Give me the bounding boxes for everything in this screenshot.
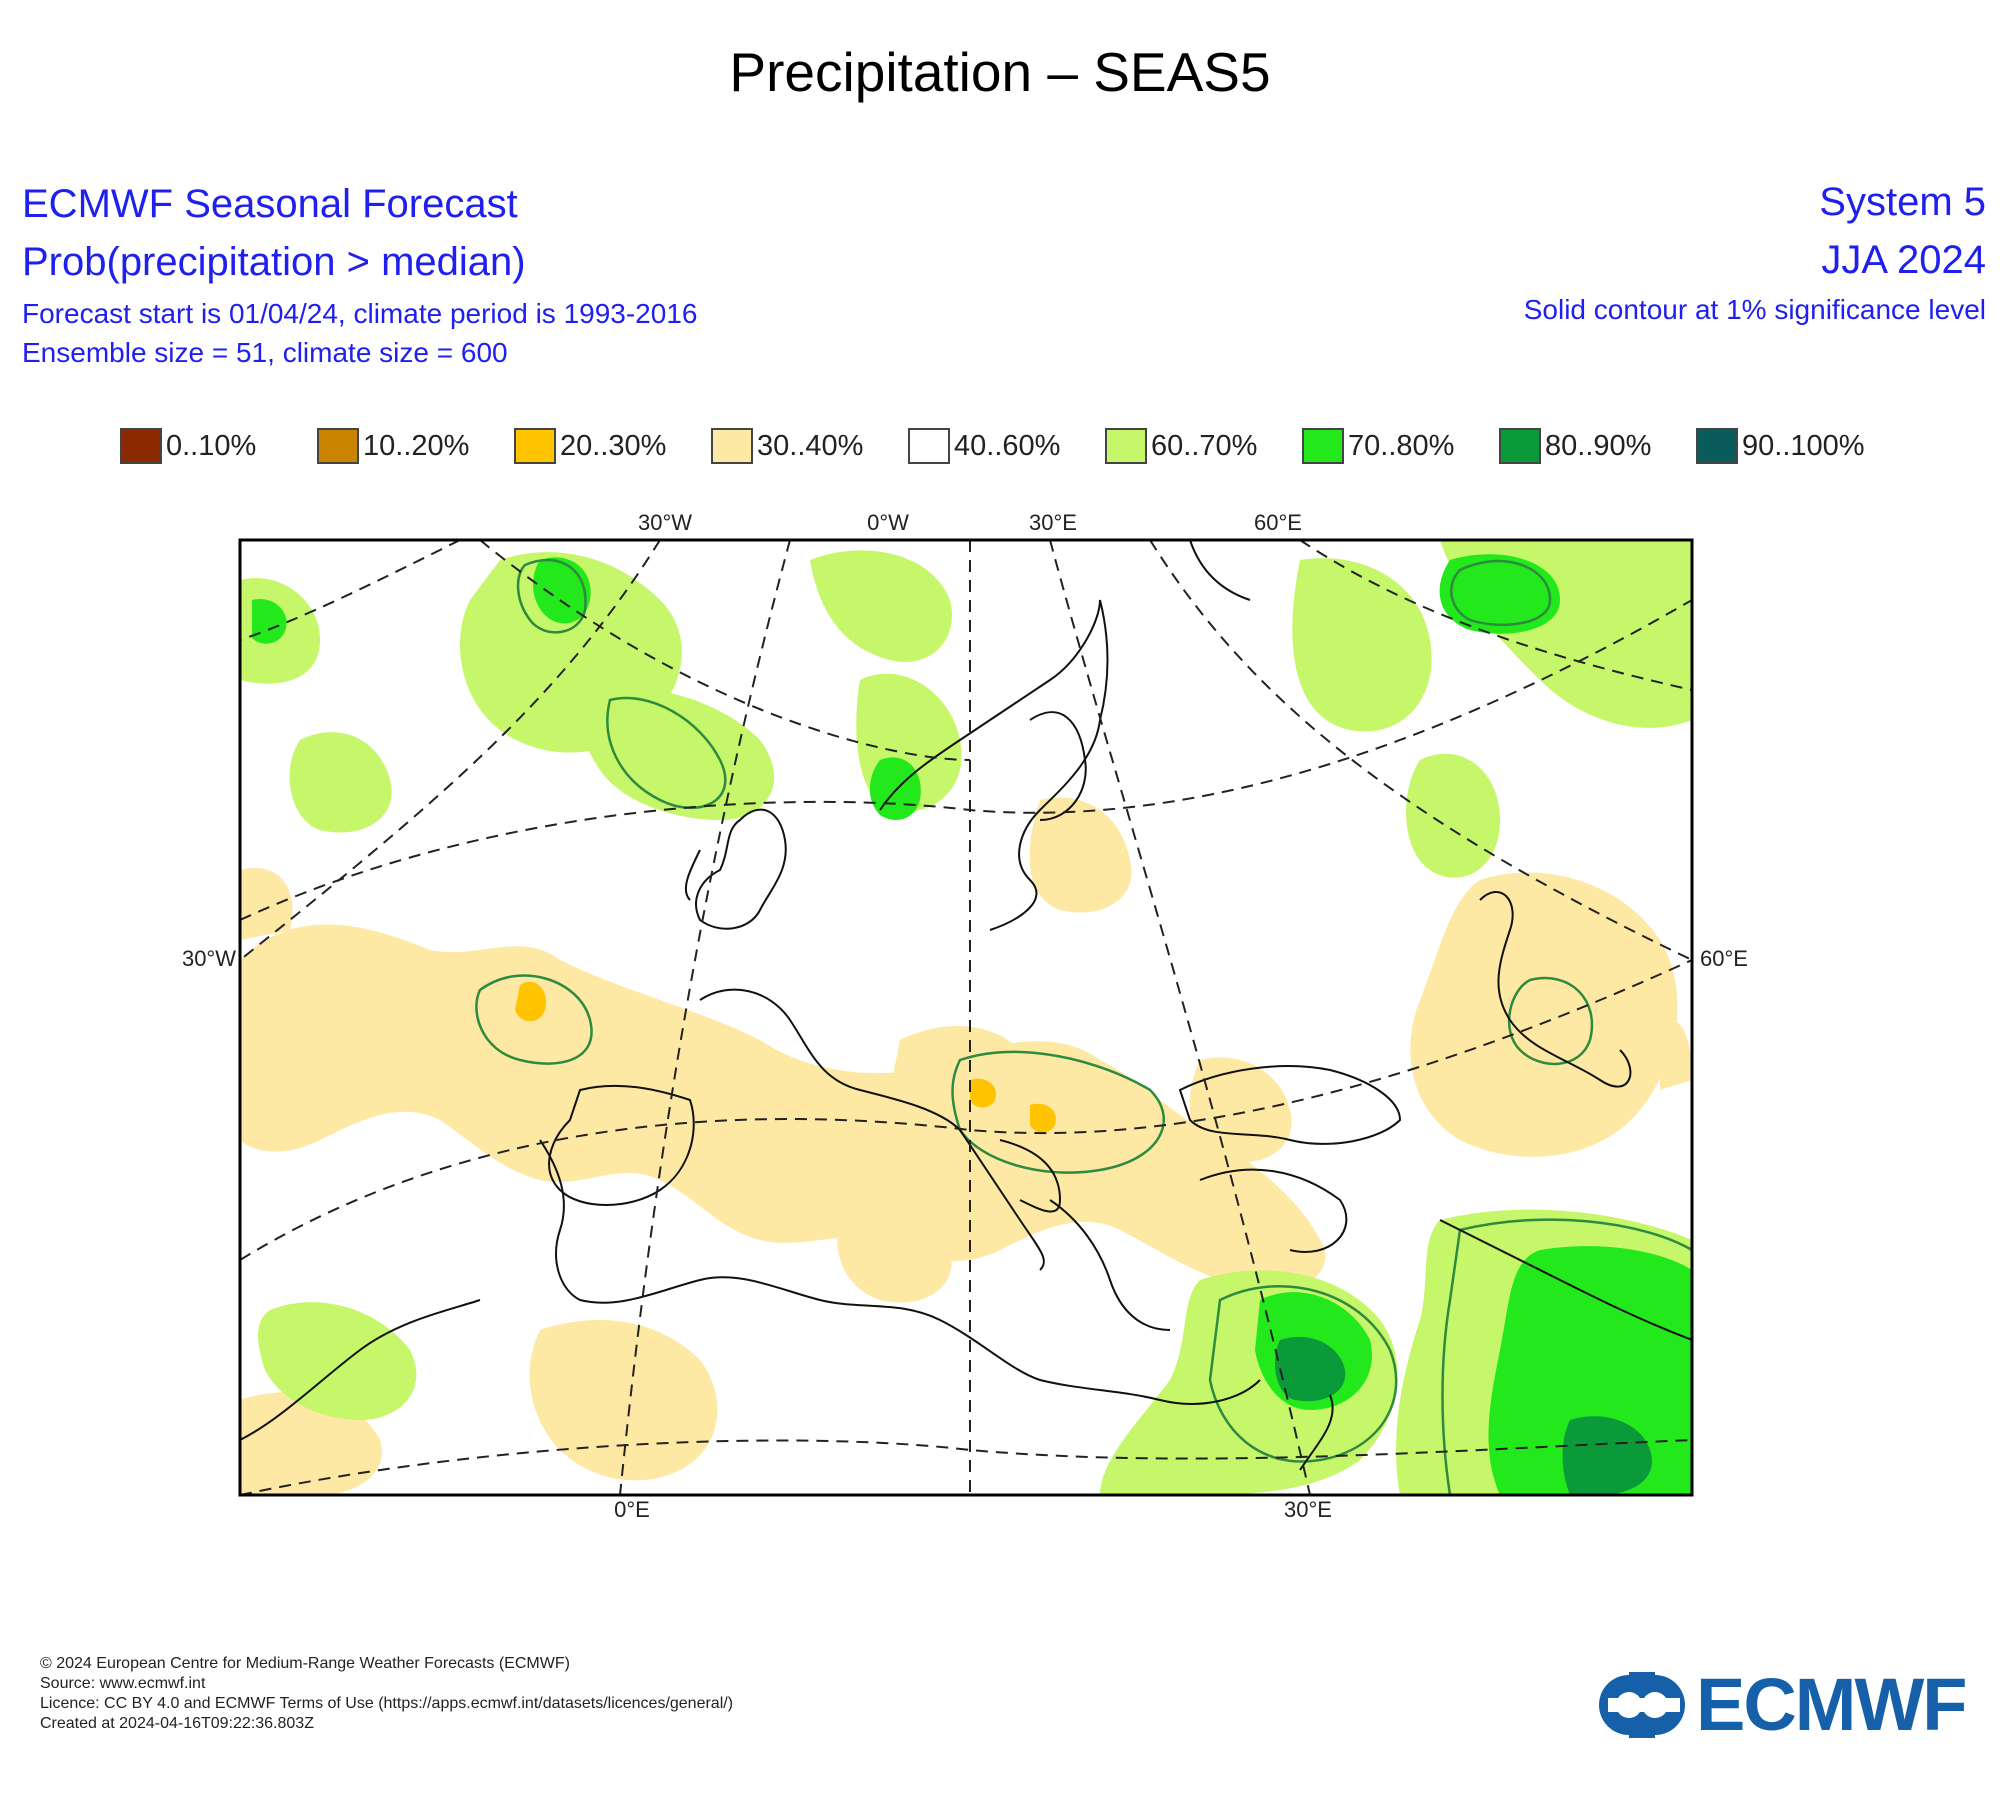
map-frame — [238, 538, 1694, 1497]
ecmwf-logo: ECMWF — [1596, 1662, 1967, 1747]
legend-item: 70..80% — [1302, 428, 1499, 464]
significance-contour — [475, 558, 1692, 1495]
coastlines — [240, 540, 1692, 1471]
legend-label: 40..60% — [954, 429, 1061, 462]
tick-label-right-60e: 60°E — [1700, 946, 1748, 971]
prob-20-30-area — [515, 981, 1056, 1133]
header-season: JJA 2024 — [1821, 238, 1986, 282]
prob-80-90-area — [1275, 1336, 1652, 1495]
graticule — [240, 540, 1692, 1495]
legend-swatch — [1105, 428, 1147, 464]
legend-swatch — [120, 428, 162, 464]
footer-created: Created at 2024-04-16T09:22:36.803Z — [40, 1715, 314, 1732]
header-forecast-start: Forecast start is 01/04/24, climate peri… — [22, 298, 698, 329]
legend-item: 10..20% — [317, 428, 514, 464]
legend-item: 0..10% — [120, 428, 317, 464]
legend-label: 60..70% — [1151, 429, 1258, 462]
legend-label: 10..20% — [363, 429, 470, 462]
legend-item: 60..70% — [1105, 428, 1302, 464]
footer-source: Source: www.ecmwf.int — [40, 1675, 206, 1692]
tick-label-top-30w: 30°W — [638, 510, 692, 535]
tick-label-top-30e: 30°E — [1029, 510, 1077, 535]
tick-label-bottom-30e: 30°E — [1284, 1497, 1332, 1522]
legend-item: 30..40% — [711, 428, 908, 464]
ecmwf-logo-icon — [1599, 1671, 1685, 1738]
legend-label: 20..30% — [560, 429, 667, 462]
footer-licence: Licence: CC BY 4.0 and ECMWF Terms of Us… — [40, 1695, 734, 1712]
tick-label-top-0w: 0°W — [867, 510, 909, 535]
tick-label-top-60e: 60°E — [1254, 510, 1302, 535]
header-significance: Solid contour at 1% significance level — [1523, 294, 1986, 325]
legend-swatch — [317, 428, 359, 464]
tick-label-bottom-0e: 0°E — [614, 1497, 650, 1522]
legend-item: 40..60% — [908, 428, 1105, 464]
legend-item: 80..90% — [1499, 428, 1696, 464]
legend-swatch — [711, 428, 753, 464]
probability-legend: 0..10% 10..20% 20..30% 30..40% 40..60% 60..70… — [120, 428, 1893, 464]
legend-swatch — [908, 428, 950, 464]
header-system: System 5 — [1819, 180, 1986, 224]
header-product-name: ECMWF Seasonal Forecast — [22, 182, 518, 226]
legend-label: 70..80% — [1348, 429, 1455, 462]
legend-label: 0..10% — [166, 429, 257, 462]
legend-swatch — [1499, 428, 1541, 464]
ecmwf-logo-text: ECMWF — [1696, 1663, 1967, 1746]
legend-label: 90..100% — [1742, 429, 1865, 462]
legend-label: 30..40% — [757, 429, 864, 462]
header-variable: Prob(precipitation > median) — [22, 240, 526, 284]
legend-item: 20..30% — [514, 428, 711, 464]
page-title: Precipitation – SEAS5 — [729, 41, 1271, 103]
tick-label-left-30w: 30°W — [182, 946, 236, 971]
legend-item: 90..100% — [1696, 428, 1893, 464]
footer-credits: © 2024 European Centre for Medium-Range … — [40, 1654, 733, 1734]
legend-label: 80..90% — [1545, 429, 1652, 462]
legend-swatch — [1302, 428, 1344, 464]
legend-swatch — [1696, 428, 1738, 464]
header-ensemble-size: Ensemble size = 51, climate size = 600 — [22, 337, 508, 368]
footer-copyright: © 2024 European Centre for Medium-Range … — [40, 1655, 570, 1672]
legend-swatch — [514, 428, 556, 464]
